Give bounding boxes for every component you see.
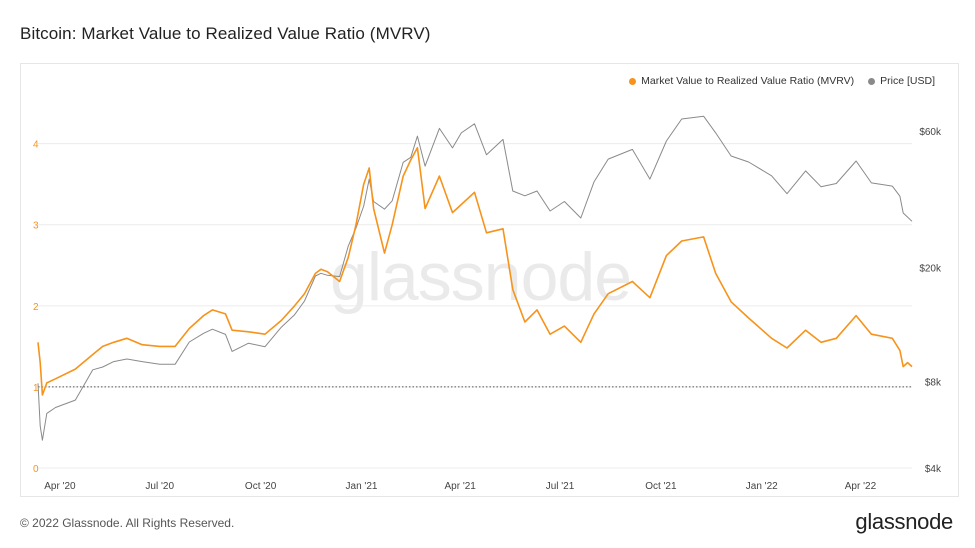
x-tick-label: Oct '20 <box>245 481 277 492</box>
chart-legend: Market Value to Realized Value Ratio (MV… <box>629 75 935 87</box>
watermark: glassnode <box>330 239 632 315</box>
x-tick-label: Jan '22 <box>746 481 778 492</box>
grid <box>38 143 912 469</box>
legend-mvrv-dot <box>629 77 637 85</box>
x-tick-label: Apr '22 <box>845 481 877 492</box>
legend-price-dot <box>868 77 876 85</box>
y-left-tick-label: 4 <box>33 140 39 151</box>
y-right-axis-ticks: $4k $8k $20k $60k <box>919 127 942 475</box>
x-tick-label: Apr '20 <box>44 481 76 492</box>
x-axis-ticks: Apr '20 Jul '20 Oct '20 Jan '21 Apr '21 Jul '… <box>44 481 876 492</box>
page-title: Bitcoin: Market Value to Realized Value … <box>20 24 431 43</box>
price-series-line <box>37 115 913 441</box>
chart-panel <box>20 63 959 497</box>
y-left-axis-ticks: 0 1 2 3 4 <box>33 140 39 475</box>
x-tick-label: Jan '21 <box>346 481 378 492</box>
y-right-tick-label: $20k <box>919 264 942 275</box>
brand-logo[interactable]: glassnode <box>855 509 953 534</box>
legend-price-label: Price [USD] <box>880 75 935 87</box>
copyright-footer: © 2022 Glassnode. All Rights Reserved. <box>20 516 235 530</box>
y-left-tick-label: 3 <box>33 221 39 232</box>
y-right-tick-label: $4k <box>925 464 942 475</box>
y-right-tick-label: $60k <box>919 127 942 138</box>
y-left-tick-label: 1 <box>33 383 39 394</box>
mvrv-series-line <box>37 146 913 396</box>
legend-mvrv-label: Market Value to Realized Value Ratio (MV… <box>641 75 855 87</box>
y-left-tick-label: 2 <box>33 302 39 313</box>
x-tick-label: Jul '20 <box>145 481 174 492</box>
mvrv-series-group <box>37 146 913 396</box>
y-right-tick-label: $8k <box>925 378 942 389</box>
y-left-tick-label: 0 <box>33 464 39 475</box>
legend-item-price[interactable]: Price [USD] <box>868 75 935 87</box>
legend-item-mvrv[interactable]: Market Value to Realized Value Ratio (MV… <box>629 75 854 87</box>
price-series-group <box>37 115 913 441</box>
x-tick-label: Jul '21 <box>546 481 575 492</box>
x-tick-label: Apr '21 <box>445 481 477 492</box>
x-tick-label: Oct '21 <box>645 481 677 492</box>
